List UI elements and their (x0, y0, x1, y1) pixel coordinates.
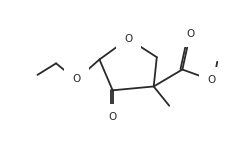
Text: O: O (207, 75, 215, 85)
Text: O: O (72, 74, 80, 84)
Text: O: O (108, 112, 117, 122)
Text: O: O (124, 34, 132, 44)
Text: O: O (186, 29, 194, 39)
